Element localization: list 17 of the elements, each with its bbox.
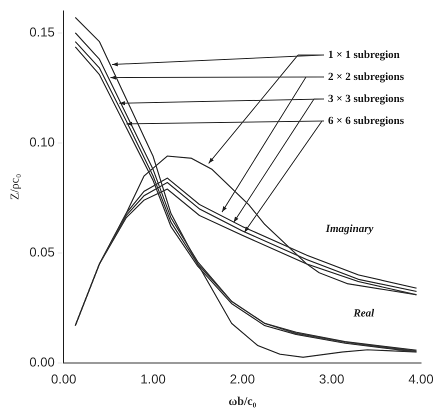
- annotation: Imaginary: [324, 223, 374, 236]
- legend-label: 6 × 6 subregions: [328, 114, 405, 127]
- y-tick-label: 0.15: [29, 24, 55, 40]
- x-tick-label: 1.00: [140, 371, 166, 386]
- legend-label: 1 × 1 subregion: [328, 48, 400, 61]
- x-tick-label: 3.00: [319, 371, 344, 386]
- y-tick-label: 0.10: [29, 134, 55, 150]
- legend-label: 3 × 3 subregions: [328, 92, 405, 105]
- annotation: Real: [352, 308, 376, 320]
- x-tick-label: 4.00: [408, 371, 434, 386]
- y-axis-title: Z/ρc₀: [7, 174, 22, 200]
- y-tick-label: 0.00: [29, 354, 55, 370]
- legend-label: 2 × 2 subregions: [328, 70, 405, 83]
- x-axis-title: ωb/c₀: [228, 394, 257, 408]
- y-tick-label: 0.05: [29, 244, 55, 260]
- x-tick-label: 2.00: [230, 371, 256, 386]
- x-tick-label: 0.00: [51, 371, 76, 386]
